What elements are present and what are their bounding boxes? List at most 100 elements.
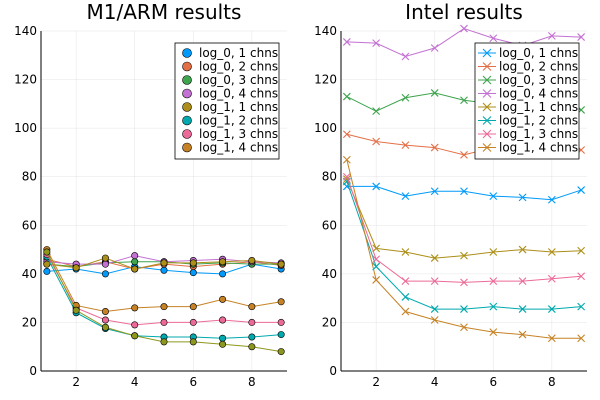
data-point: [131, 321, 139, 329]
data-point: [430, 44, 439, 52]
y-tick-label: 0: [329, 364, 337, 378]
data-point: [248, 303, 256, 311]
data-point: [489, 302, 498, 311]
data-point: [101, 307, 109, 315]
legend-marker: [482, 75, 492, 85]
series-6: [342, 177, 586, 313]
data-point: [430, 89, 439, 97]
data-point: [160, 259, 168, 267]
data-point: [372, 182, 381, 191]
x-tick-label: 6: [189, 375, 197, 389]
data-point: [430, 277, 439, 286]
data-point: [72, 306, 80, 314]
legend-label: log_1, 4 chns: [199, 141, 278, 155]
chart-title: M1/ARM results: [87, 0, 242, 24]
data-point: [489, 277, 498, 286]
data-point: [72, 264, 80, 272]
data-point: [577, 334, 586, 343]
series-8: [342, 155, 586, 343]
data-point: [248, 333, 256, 341]
data-point: [101, 323, 109, 331]
legend-marker: [482, 62, 492, 71]
axes: [40, 31, 287, 372]
data-point: [547, 195, 556, 204]
legend-marker: [482, 102, 492, 112]
series-7: [342, 172, 586, 287]
series-5: [43, 254, 285, 273]
legend-marker: [182, 75, 192, 85]
legend-marker: [482, 48, 492, 58]
data-point: [342, 175, 351, 184]
data-point: [43, 260, 51, 268]
data-point: [430, 143, 439, 152]
data-point: [401, 141, 410, 150]
data-point: [219, 270, 227, 278]
data-point: [101, 270, 109, 278]
data-point: [460, 24, 468, 33]
data-point: [277, 348, 285, 356]
data-point: [160, 303, 168, 311]
data-point: [401, 307, 410, 316]
data-point: [372, 244, 381, 253]
x-tick-label: 4: [131, 375, 139, 389]
data-point: [401, 248, 410, 256]
legend-label: log_1, 1 chns: [199, 100, 278, 114]
data-point: [547, 334, 556, 343]
data-point: [372, 39, 381, 48]
data-point: [131, 304, 139, 312]
data-point: [160, 318, 168, 326]
data-point: [342, 172, 351, 181]
legend-box: [474, 42, 580, 160]
legend-marker: [482, 143, 492, 152]
data-point: [131, 258, 139, 266]
series-5: [342, 175, 586, 262]
legend-label: log_0, 4 chns: [499, 87, 578, 101]
data-point: [372, 137, 381, 146]
data-point: [401, 52, 410, 61]
data-point: [372, 276, 381, 284]
data-point: [219, 258, 227, 266]
x-tick-label: 4: [431, 375, 439, 389]
data-point: [460, 150, 468, 159]
data-point: [547, 274, 556, 283]
data-point: [430, 305, 439, 313]
data-point: [577, 186, 586, 194]
data-point: [189, 259, 197, 267]
data-point: [101, 260, 109, 268]
data-point: [342, 92, 351, 101]
data-point: [489, 248, 498, 256]
data-point: [160, 338, 168, 346]
legend-label: log_1, 3 chns: [499, 127, 578, 141]
data-point: [160, 266, 168, 274]
x-tick-label: 6: [489, 375, 497, 389]
legend-label: log_1, 3 chns: [199, 127, 278, 141]
data-point: [460, 305, 468, 313]
legend-label: log_1, 2 chns: [199, 114, 278, 128]
data-point: [518, 305, 527, 313]
legend-label: log_0, 3 chns: [199, 73, 278, 87]
legend-label: log_1, 1 chns: [499, 100, 578, 114]
data-point: [460, 251, 468, 260]
legend-label: log_0, 4 chns: [199, 87, 278, 101]
data-point: [372, 255, 381, 264]
x-tick-label: 8: [548, 375, 556, 389]
data-point: [460, 96, 468, 105]
y-tick-label: 0: [29, 364, 37, 378]
y-tick-label: 60: [22, 218, 37, 232]
data-point: [101, 254, 109, 262]
legend-marker: [482, 89, 492, 98]
data-point: [518, 245, 527, 254]
legend-marker: [182, 61, 192, 72]
y-tick-label: 80: [22, 170, 37, 184]
data-point: [189, 318, 197, 326]
data-point: [401, 192, 410, 201]
legend-marker: [182, 142, 192, 153]
data-point: [577, 246, 586, 255]
legend-label: log_1, 4 chns: [499, 141, 578, 155]
y-tick-label: 20: [322, 315, 337, 329]
data-point: [577, 272, 586, 281]
